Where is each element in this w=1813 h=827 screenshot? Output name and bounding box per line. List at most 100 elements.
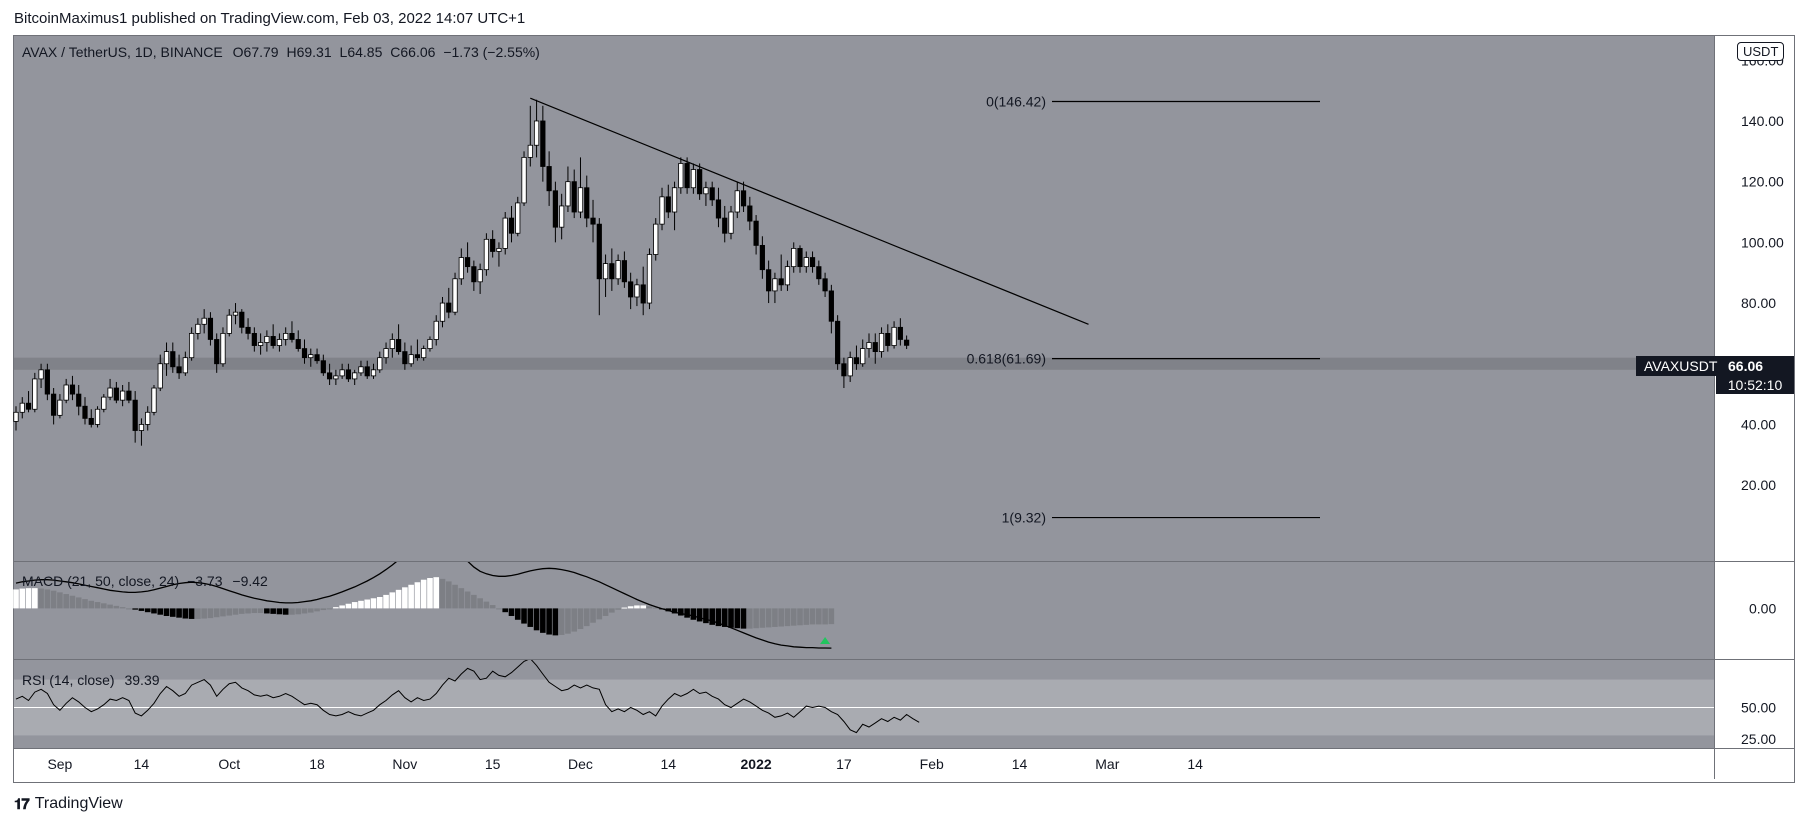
rsi-axis-label: 25.00: [1741, 731, 1776, 747]
candle-body: [120, 390, 126, 401]
macd-histogram-bar: [151, 608, 157, 614]
macd-histogram-bar: [627, 606, 634, 609]
candle-body: [527, 144, 533, 158]
candle-body: [596, 223, 602, 280]
candle-body: [515, 202, 521, 234]
candle-body: [189, 332, 195, 359]
candle-body: [577, 187, 584, 213]
macd-cross-marker: [820, 637, 831, 645]
candle-body: [201, 317, 207, 325]
macd-histogram-bar: [213, 608, 220, 618]
descending-trendline[interactable]: [530, 97, 1089, 325]
macd-histogram-bar: [38, 588, 44, 609]
candle-body: [809, 257, 816, 268]
close-value: 66.06: [400, 44, 436, 60]
candle-body: [590, 217, 596, 225]
candle-body: [891, 326, 897, 346]
macd-histogram-bar: [195, 608, 201, 619]
candle-body: [251, 332, 257, 346]
candle-body: [258, 342, 264, 346]
symbol-label: AVAX / TetherUS, 1D, BINANCE: [22, 44, 223, 60]
candle-body: [101, 396, 107, 410]
time-axis-label: Sep: [47, 756, 72, 772]
candle-body: [94, 408, 101, 425]
macd-histogram-bar: [188, 608, 195, 619]
candle-body: [853, 357, 860, 365]
macd-histogram-bar: [646, 606, 653, 609]
macd-histogram-bar: [721, 608, 728, 627]
macd-legend: MACD (21, 50, close, 24) −3.73 −9.42: [22, 573, 268, 589]
macd-histogram-bar: [220, 608, 226, 617]
candle-body: [69, 384, 76, 395]
fib-level-label: 0.618(61.69): [967, 351, 1046, 367]
time-axis-label: 14: [1187, 756, 1203, 772]
candle-body: [678, 163, 684, 189]
macd-histogram-bar: [351, 602, 358, 609]
macd-histogram-bar: [119, 607, 126, 609]
macd-histogram-bar: [527, 608, 534, 627]
open-label: O: [232, 44, 244, 60]
tradingview-logo[interactable]: 𝟏𝟕 TradingView: [14, 795, 123, 813]
candle-body: [521, 156, 527, 204]
candle-body: [835, 320, 841, 365]
macd-histogram-bar: [63, 594, 69, 609]
macd-histogram-bar: [609, 608, 615, 613]
price-axis-label: 20.00: [1741, 477, 1776, 493]
macd-histogram-bar: [414, 582, 421, 609]
macd-histogram-bar: [715, 608, 722, 627]
time-axis-label: 14: [1012, 756, 1028, 772]
macd-histogram-bar: [264, 608, 270, 614]
macd-histogram-bar: [797, 608, 803, 626]
candle-body: [452, 278, 458, 313]
candle-body: [427, 339, 433, 349]
macd-histogram-bar: [483, 601, 490, 609]
time-axis-label: 15: [485, 756, 501, 772]
macd-histogram-bar: [533, 608, 540, 631]
macd-histogram-bar: [389, 592, 396, 609]
macd-histogram-bar: [144, 608, 151, 613]
candle-body: [76, 393, 82, 407]
candle-body: [784, 266, 791, 286]
macd-histogram-bar: [232, 608, 239, 615]
candle-body: [132, 399, 138, 431]
candle-body: [634, 284, 640, 298]
candle-body: [477, 269, 483, 283]
candle-body: [301, 348, 308, 359]
candle-body: [565, 181, 571, 207]
macd-histogram-bar: [502, 608, 509, 613]
macd-histogram-bar: [157, 608, 164, 615]
macd-histogram-bar: [163, 608, 170, 616]
candle-body: [289, 332, 295, 340]
candle-body: [715, 199, 722, 219]
candle-body: [502, 217, 508, 249]
candle-body: [220, 332, 226, 365]
time-axis-label: 2022: [741, 756, 772, 772]
macd-histogram-bar: [370, 598, 377, 609]
macd-histogram-bar: [728, 608, 734, 628]
macd-histogram-bar: [395, 589, 402, 609]
macd-histogram-bar: [420, 579, 427, 609]
macd-histogram-bar: [69, 595, 76, 609]
candle-body: [822, 278, 828, 292]
time-axis-label: Oct: [218, 756, 240, 772]
candle-body: [602, 263, 609, 280]
candle-body: [640, 284, 646, 304]
rsi-line: [15, 660, 920, 734]
candle-body: [615, 260, 621, 280]
currency-button[interactable]: USDT: [1737, 42, 1785, 61]
price-tag-price: 66.06: [1728, 358, 1764, 374]
macd-histogram-bar: [772, 608, 778, 627]
low-label: L: [339, 44, 348, 60]
candle-body: [151, 387, 157, 413]
candle-body: [609, 263, 615, 280]
candle-body: [377, 357, 383, 371]
macd-histogram-bar: [803, 608, 810, 625]
macd-histogram-bar: [376, 597, 383, 609]
candle-body: [126, 390, 132, 401]
macd-histogram-bar: [471, 594, 477, 609]
macd-histogram-bar: [289, 608, 295, 615]
candle-body: [283, 332, 289, 340]
candle-body: [295, 339, 301, 349]
candle-body: [872, 342, 878, 353]
